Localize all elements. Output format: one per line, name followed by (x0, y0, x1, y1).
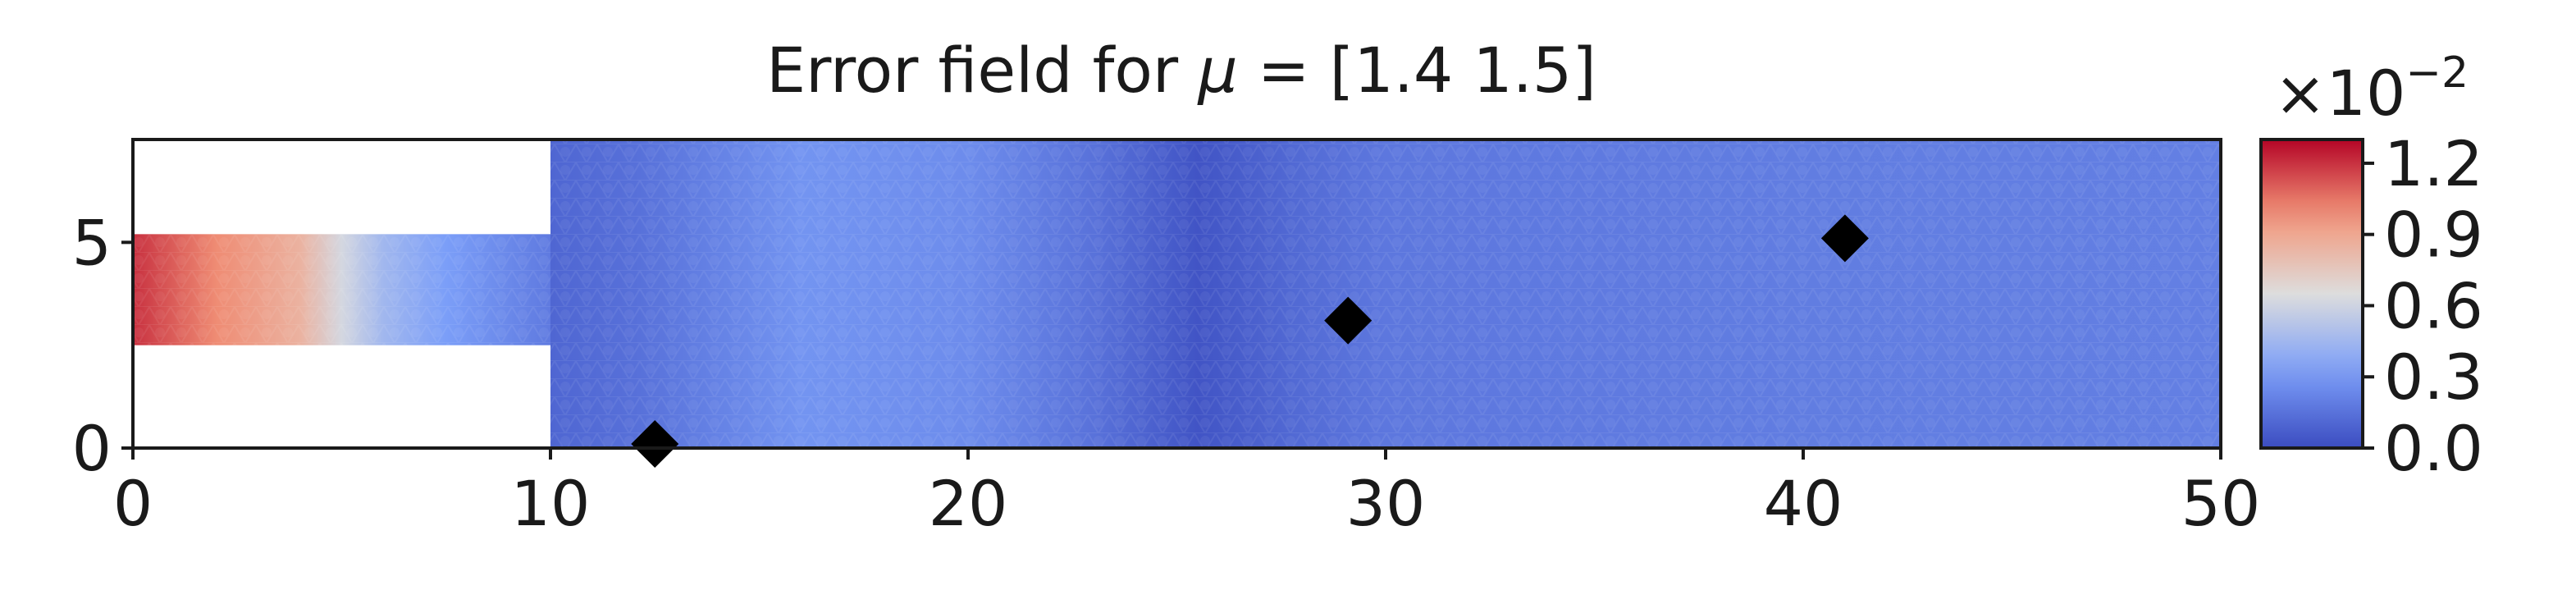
colorbar-tick-label: 0.3 (2384, 341, 2483, 414)
colorbar: 0.00.30.60.91.2 ×10−2 (2259, 48, 2483, 485)
x-tick-label: 10 (511, 467, 591, 540)
colorbar-tick-label: 0.6 (2384, 269, 2483, 342)
y-tick-label: 5 (72, 206, 112, 279)
chart-title: Error field for μ = [1.4 1.5] (766, 34, 1596, 107)
plot-area: 0 10 20 30 40 50 05 (72, 138, 2261, 540)
inlet-mesh-texture (133, 234, 550, 345)
y-axis: 05 (72, 206, 133, 485)
colorbar-gradient (2259, 138, 2364, 450)
sensor-marker-1 (631, 419, 679, 468)
x-tick-label: 30 (1346, 467, 1426, 540)
sensor-marker-2 (1324, 296, 1372, 345)
sensor-markers (631, 214, 1869, 468)
colorbar-tick-label: 1.2 (2384, 127, 2483, 200)
colorbar-ticks: 0.00.30.60.91.2 (2363, 127, 2483, 485)
x-tick-label: 0 (113, 467, 153, 540)
axes-frame (131, 138, 2222, 450)
x-tick-label: 20 (929, 467, 1008, 540)
channel-mesh-texture (550, 140, 2221, 448)
sensor-marker-3 (1820, 214, 1869, 263)
colorbar-tick-label: 0.9 (2384, 199, 2483, 272)
colorbar-scale-label: ×10−2 (2274, 48, 2469, 130)
colorbar-tick-label: 0.0 (2384, 412, 2483, 485)
x-axis: 0 10 20 30 40 50 (113, 448, 2261, 540)
y-tick-label: 0 (72, 412, 112, 485)
x-tick-label: 50 (2181, 467, 2261, 540)
x-tick-label: 40 (1764, 467, 1843, 540)
